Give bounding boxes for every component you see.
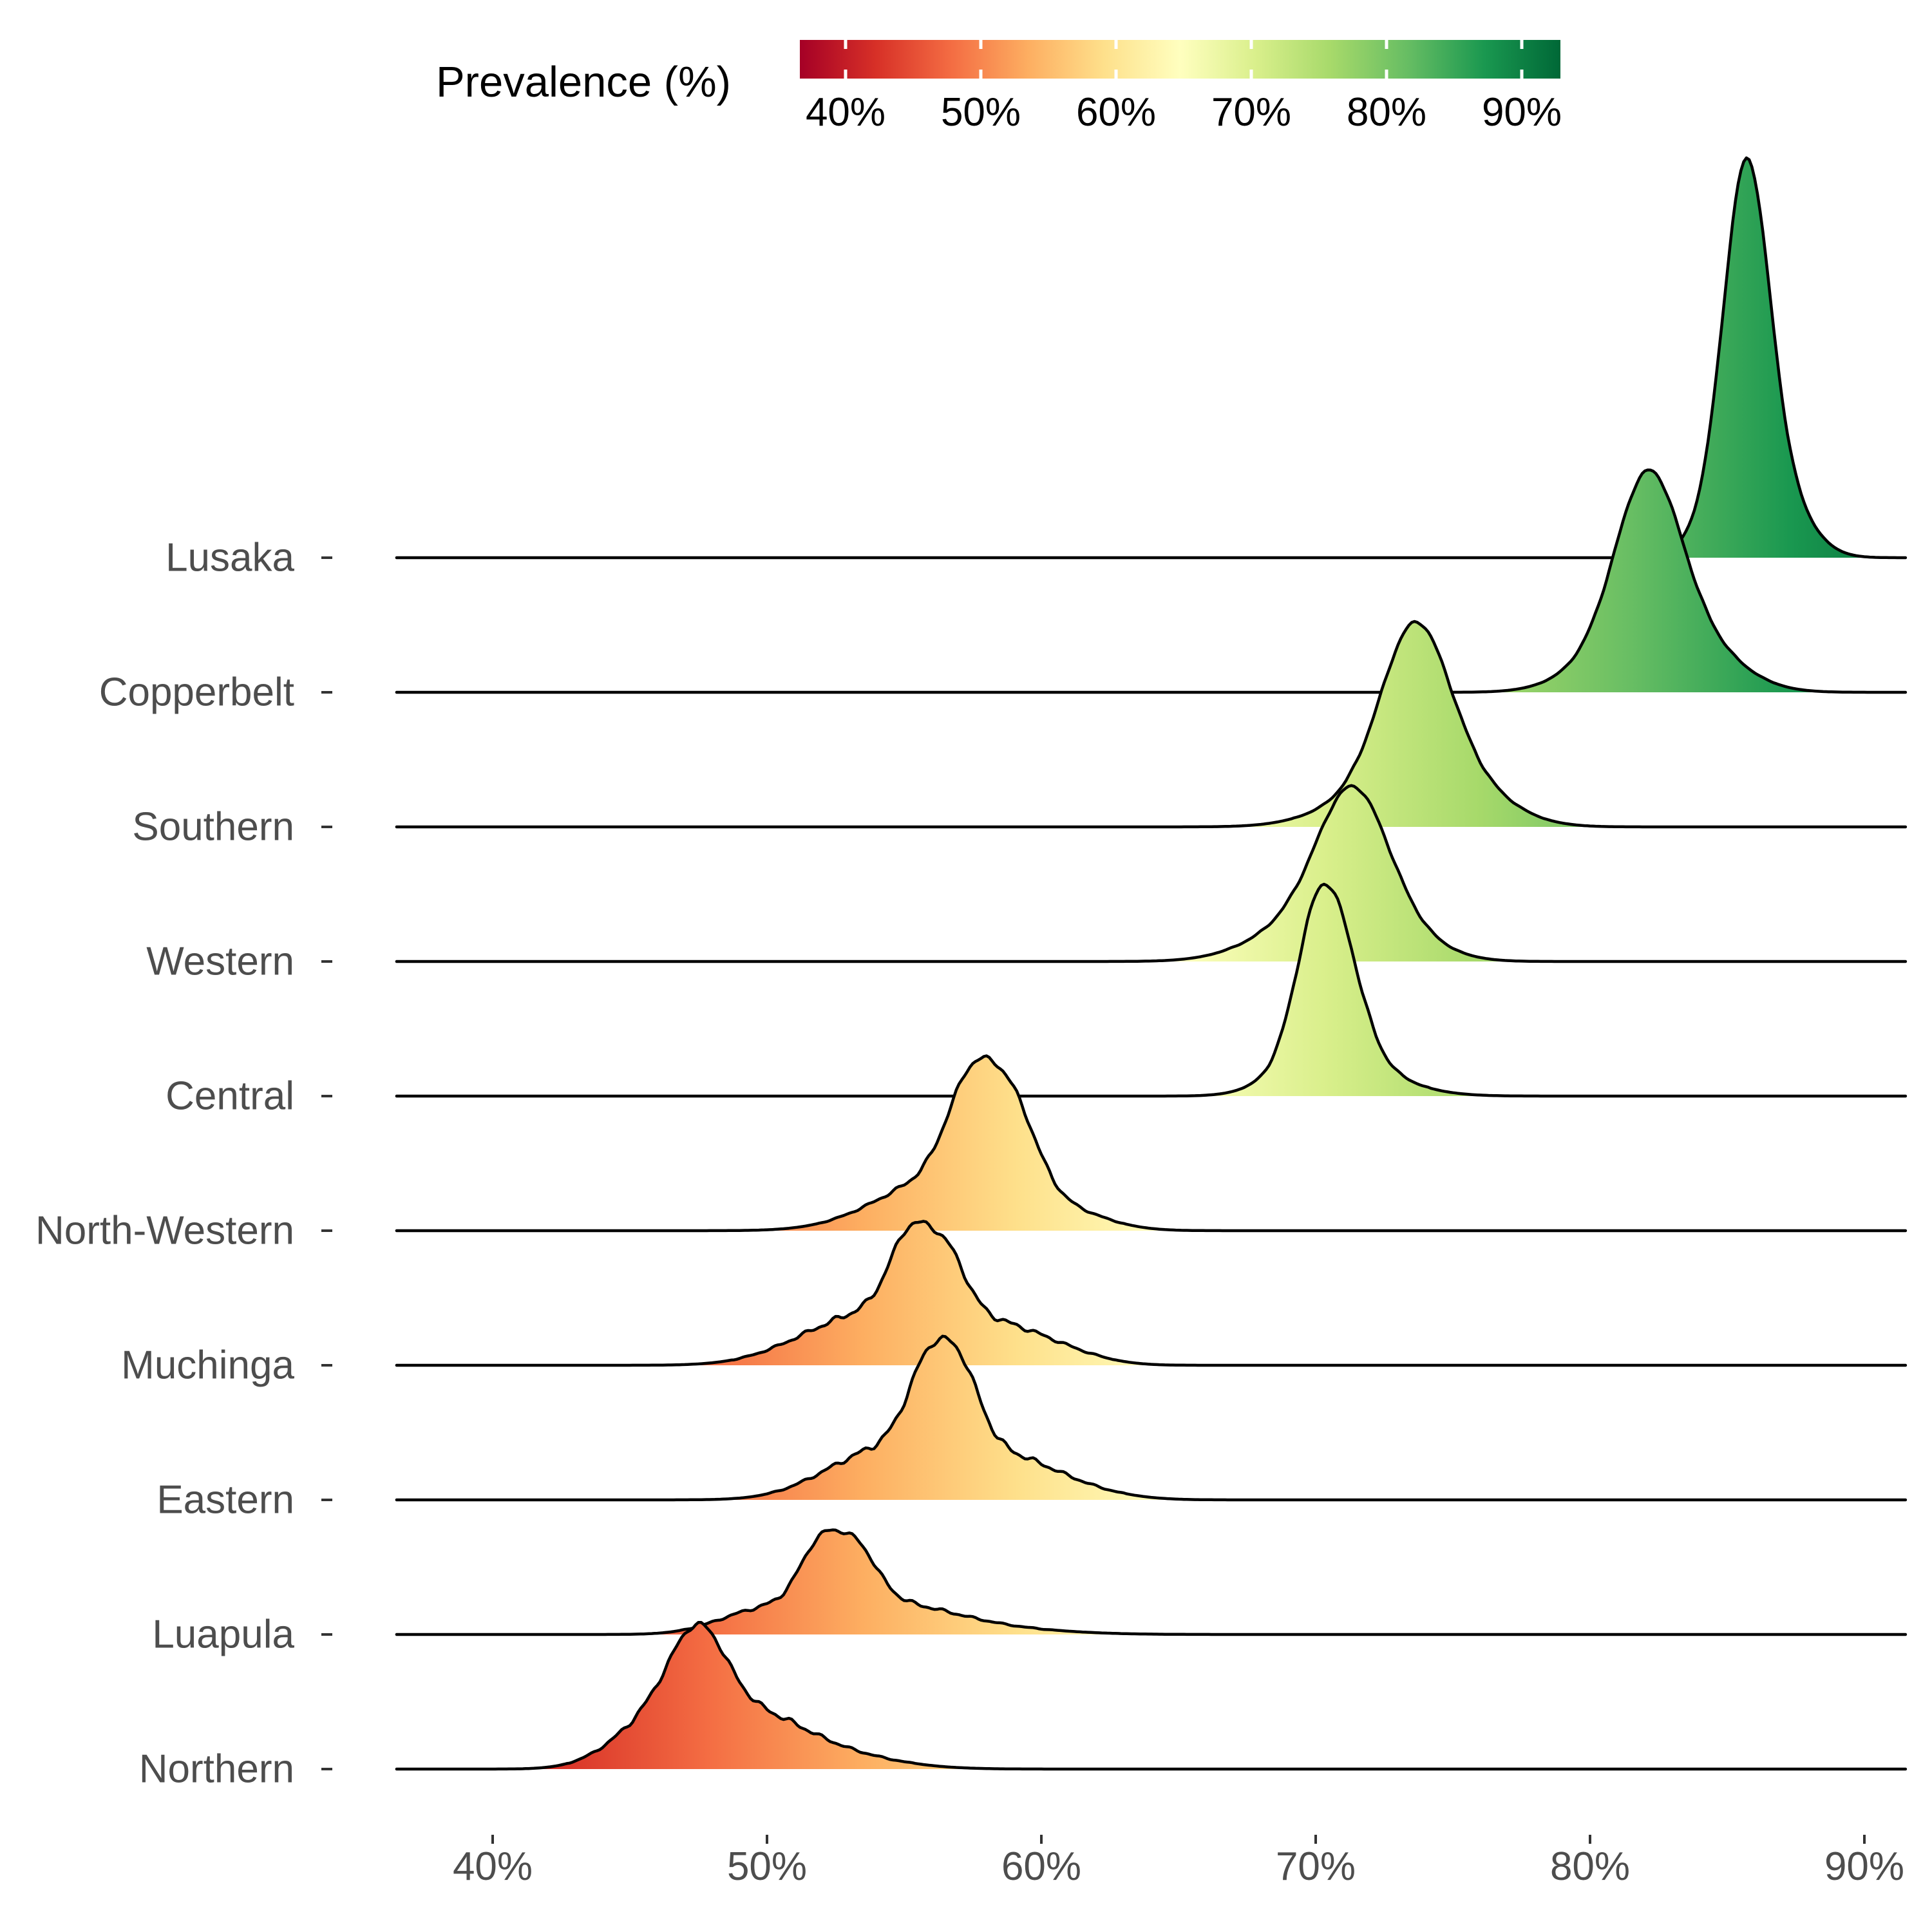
ridge-Southern: [395, 620, 1908, 829]
legend-label-80: 80%: [1347, 90, 1426, 135]
legend-label-60: 60%: [1076, 90, 1156, 135]
y-label-Western: Western: [146, 940, 294, 984]
ridge-Muchinga: [395, 1220, 1908, 1367]
legend-label-40: 40%: [806, 90, 886, 135]
y-label-Muchinga: Muchinga: [121, 1343, 294, 1388]
x-label-70: 70%: [1276, 1844, 1356, 1889]
ridge-Copperbelt: [395, 468, 1908, 694]
y-label-Luapula: Luapula: [152, 1613, 294, 1657]
legend-label-70: 70%: [1211, 90, 1291, 135]
x-label-80: 80%: [1550, 1844, 1630, 1889]
ridge-Luapula: [395, 1528, 1908, 1636]
y-label-Lusaka: Lusaka: [166, 536, 294, 580]
legend-label-50: 50%: [941, 90, 1021, 135]
ridge-Western: [395, 784, 1908, 963]
ridge-Central: [395, 882, 1908, 1098]
legend-colorbar: [800, 40, 1560, 79]
legend-ticks: 40% 50% 60% 70% 80% 90%: [806, 40, 1562, 135]
y-label-Eastern: Eastern: [156, 1478, 294, 1522]
legend-title: Prevalence (%): [436, 58, 731, 106]
x-axis: 40% 50% 60% 70% 80% 90%: [453, 1835, 1904, 1889]
x-label-60: 60%: [1001, 1844, 1081, 1889]
x-label-40: 40%: [453, 1844, 533, 1889]
ridge-North-Western: [395, 1054, 1908, 1233]
y-label-Copperbelt: Copperbelt: [99, 670, 294, 715]
ridges-group: [395, 156, 1908, 1771]
legend-label-90: 90%: [1482, 90, 1562, 135]
y-label-Northern: Northern: [139, 1747, 294, 1792]
ridge-Eastern: [395, 1334, 1908, 1502]
x-label-50: 50%: [727, 1844, 807, 1889]
y-label-North-Western: North-Western: [35, 1209, 294, 1253]
ridge-Northern: [395, 1620, 1908, 1771]
x-label-90: 90%: [1824, 1844, 1904, 1889]
y-axis: Lusaka Copperbelt Southern Western Central No…: [35, 536, 332, 1792]
y-label-Central: Central: [166, 1074, 294, 1119]
y-label-Southern: Southern: [132, 805, 294, 849]
